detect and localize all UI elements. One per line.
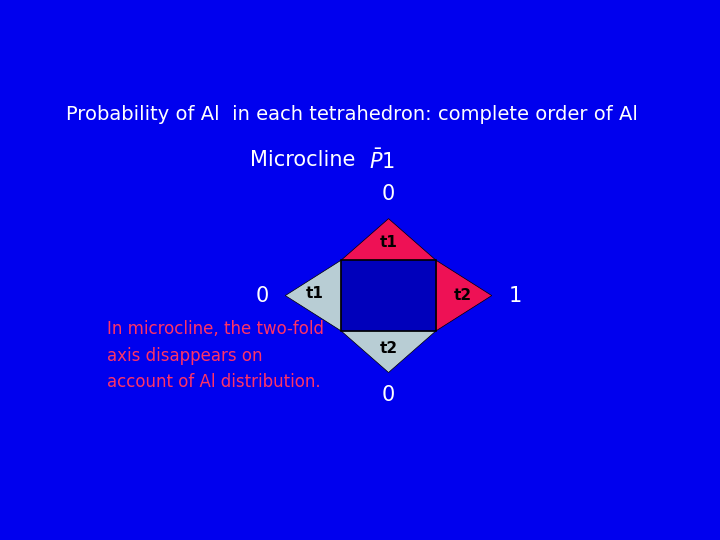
- Text: 0: 0: [256, 286, 269, 306]
- Text: t2: t2: [454, 288, 472, 303]
- Text: t1: t1: [305, 286, 323, 301]
- Text: $\bar{P}1$: $\bar{P}1$: [369, 148, 395, 173]
- Text: Probability of Al  in each tetrahedron: complete order of Al: Probability of Al in each tetrahedron: c…: [66, 105, 638, 124]
- Polygon shape: [341, 260, 436, 331]
- Text: 0: 0: [382, 385, 395, 405]
- Text: t1: t1: [379, 235, 397, 250]
- Text: Microcline: Microcline: [251, 151, 369, 171]
- Text: 0: 0: [382, 184, 395, 204]
- Polygon shape: [341, 219, 436, 260]
- Text: 1: 1: [508, 286, 522, 306]
- Polygon shape: [285, 260, 341, 331]
- Polygon shape: [436, 260, 492, 331]
- Polygon shape: [341, 331, 436, 373]
- Text: t2: t2: [379, 341, 397, 356]
- Text: In microcline, the two-fold
axis disappears on
account of Al distribution.: In microcline, the two-fold axis disappe…: [107, 320, 324, 392]
